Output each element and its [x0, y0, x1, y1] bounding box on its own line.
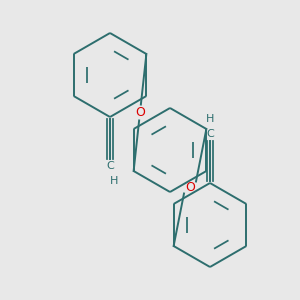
Text: H: H — [206, 114, 214, 124]
Text: O: O — [185, 181, 195, 194]
Text: C: C — [206, 129, 214, 139]
Text: C: C — [106, 161, 114, 171]
Text: O: O — [135, 106, 145, 119]
Text: H: H — [110, 176, 118, 186]
